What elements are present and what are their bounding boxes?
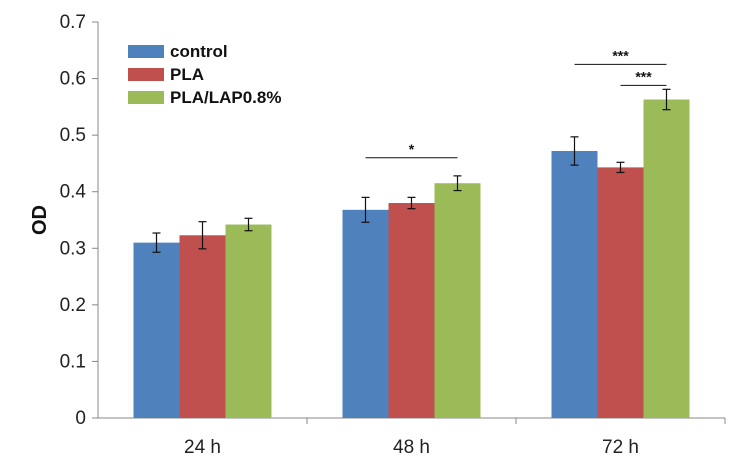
bar-control-1 (342, 209, 389, 418)
legend: control PLA PLA/LAP0.8% (128, 42, 281, 107)
y-tick-label: 0.5 (60, 125, 86, 146)
y-tick-label: 0.6 (60, 69, 86, 90)
bar-pla-lap0-8--2 (643, 99, 690, 418)
legend-swatch (128, 45, 164, 58)
legend-label: control (170, 42, 228, 61)
legend-swatch (128, 68, 164, 81)
axes: 0 0.1 0.2 0.3 0.4 0.5 0.6 0.7 24 h 48 h 72 h (60, 12, 726, 458)
x-tick-label: 24 h (184, 437, 221, 458)
x-tick-label: 72 h (602, 437, 639, 458)
y-tick-label: 0.4 (60, 182, 87, 203)
significance-label: *** (635, 68, 652, 84)
legend-swatch (128, 91, 164, 104)
significance-label: *** (612, 47, 629, 63)
bar-pla-0 (179, 235, 226, 418)
significance-annotations: ******* (365, 47, 667, 159)
legend-label: PLA (170, 65, 204, 84)
y-tick-label: 0.7 (60, 12, 86, 33)
bar-pla-1 (388, 203, 435, 418)
y-tick-label: 0.1 (60, 351, 86, 372)
bar-pla-lap0-8--0 (225, 224, 272, 418)
bar-pla-2 (597, 167, 644, 418)
bar-pla-lap0-8--1 (434, 183, 481, 418)
bar-control-0 (133, 242, 180, 418)
significance-label: * (409, 141, 415, 157)
x-tick-label: 48 h (393, 437, 430, 458)
y-tick-label: 0.3 (60, 238, 86, 259)
y-tick-label: 0 (75, 408, 86, 429)
bar-control-2 (551, 150, 598, 419)
y-axis-label: OD (29, 205, 51, 235)
legend-label: PLA/LAP0.8% (170, 88, 281, 107)
bars (133, 88, 690, 419)
y-tick-label: 0.2 (60, 295, 86, 316)
